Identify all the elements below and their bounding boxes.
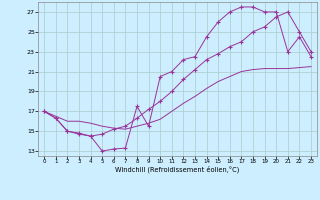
- X-axis label: Windchill (Refroidissement éolien,°C): Windchill (Refroidissement éolien,°C): [116, 166, 240, 173]
